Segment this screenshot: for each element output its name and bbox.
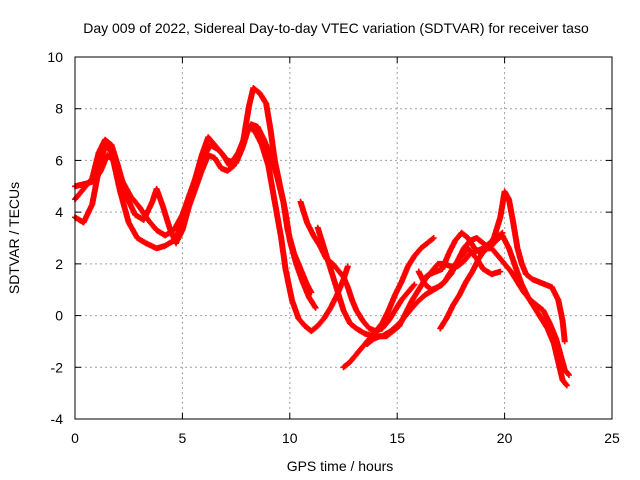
data-series [415,232,570,389]
x-tick-label: 15 [389,430,405,446]
y-tick-label: 4 [55,204,63,220]
x-tick-label: 0 [71,430,79,446]
x-tick-label: 25 [604,430,620,446]
data-marks [72,85,572,389]
x-ticks: 0 5 10 15 20 25 [71,57,620,446]
y-tick-label: -2 [51,359,64,375]
y-tick-label: 10 [47,49,63,65]
x-tick-label: 20 [497,430,513,446]
y-tick-label: 8 [55,101,63,117]
data-point-markers [415,232,570,389]
y-tick-label: -4 [51,411,64,427]
y-ticks: -4 -2 0 2 4 6 8 10 [47,49,612,427]
data-point-markers [297,198,418,335]
x-axis-label: GPS time / hours [287,458,394,474]
x-tick-label: 10 [282,430,298,446]
y-tick-label: 2 [55,256,63,272]
y-tick-label: 6 [55,152,63,168]
plot-frame [74,56,613,420]
y-axis-label: SDTVAR / TECUs [6,182,22,294]
y-tick-label: 0 [55,308,63,324]
data-series [297,198,418,335]
x-tick-label: 5 [179,430,187,446]
chart-title: Day 009 of 2022, Sidereal Day-to-day VTE… [83,20,589,36]
